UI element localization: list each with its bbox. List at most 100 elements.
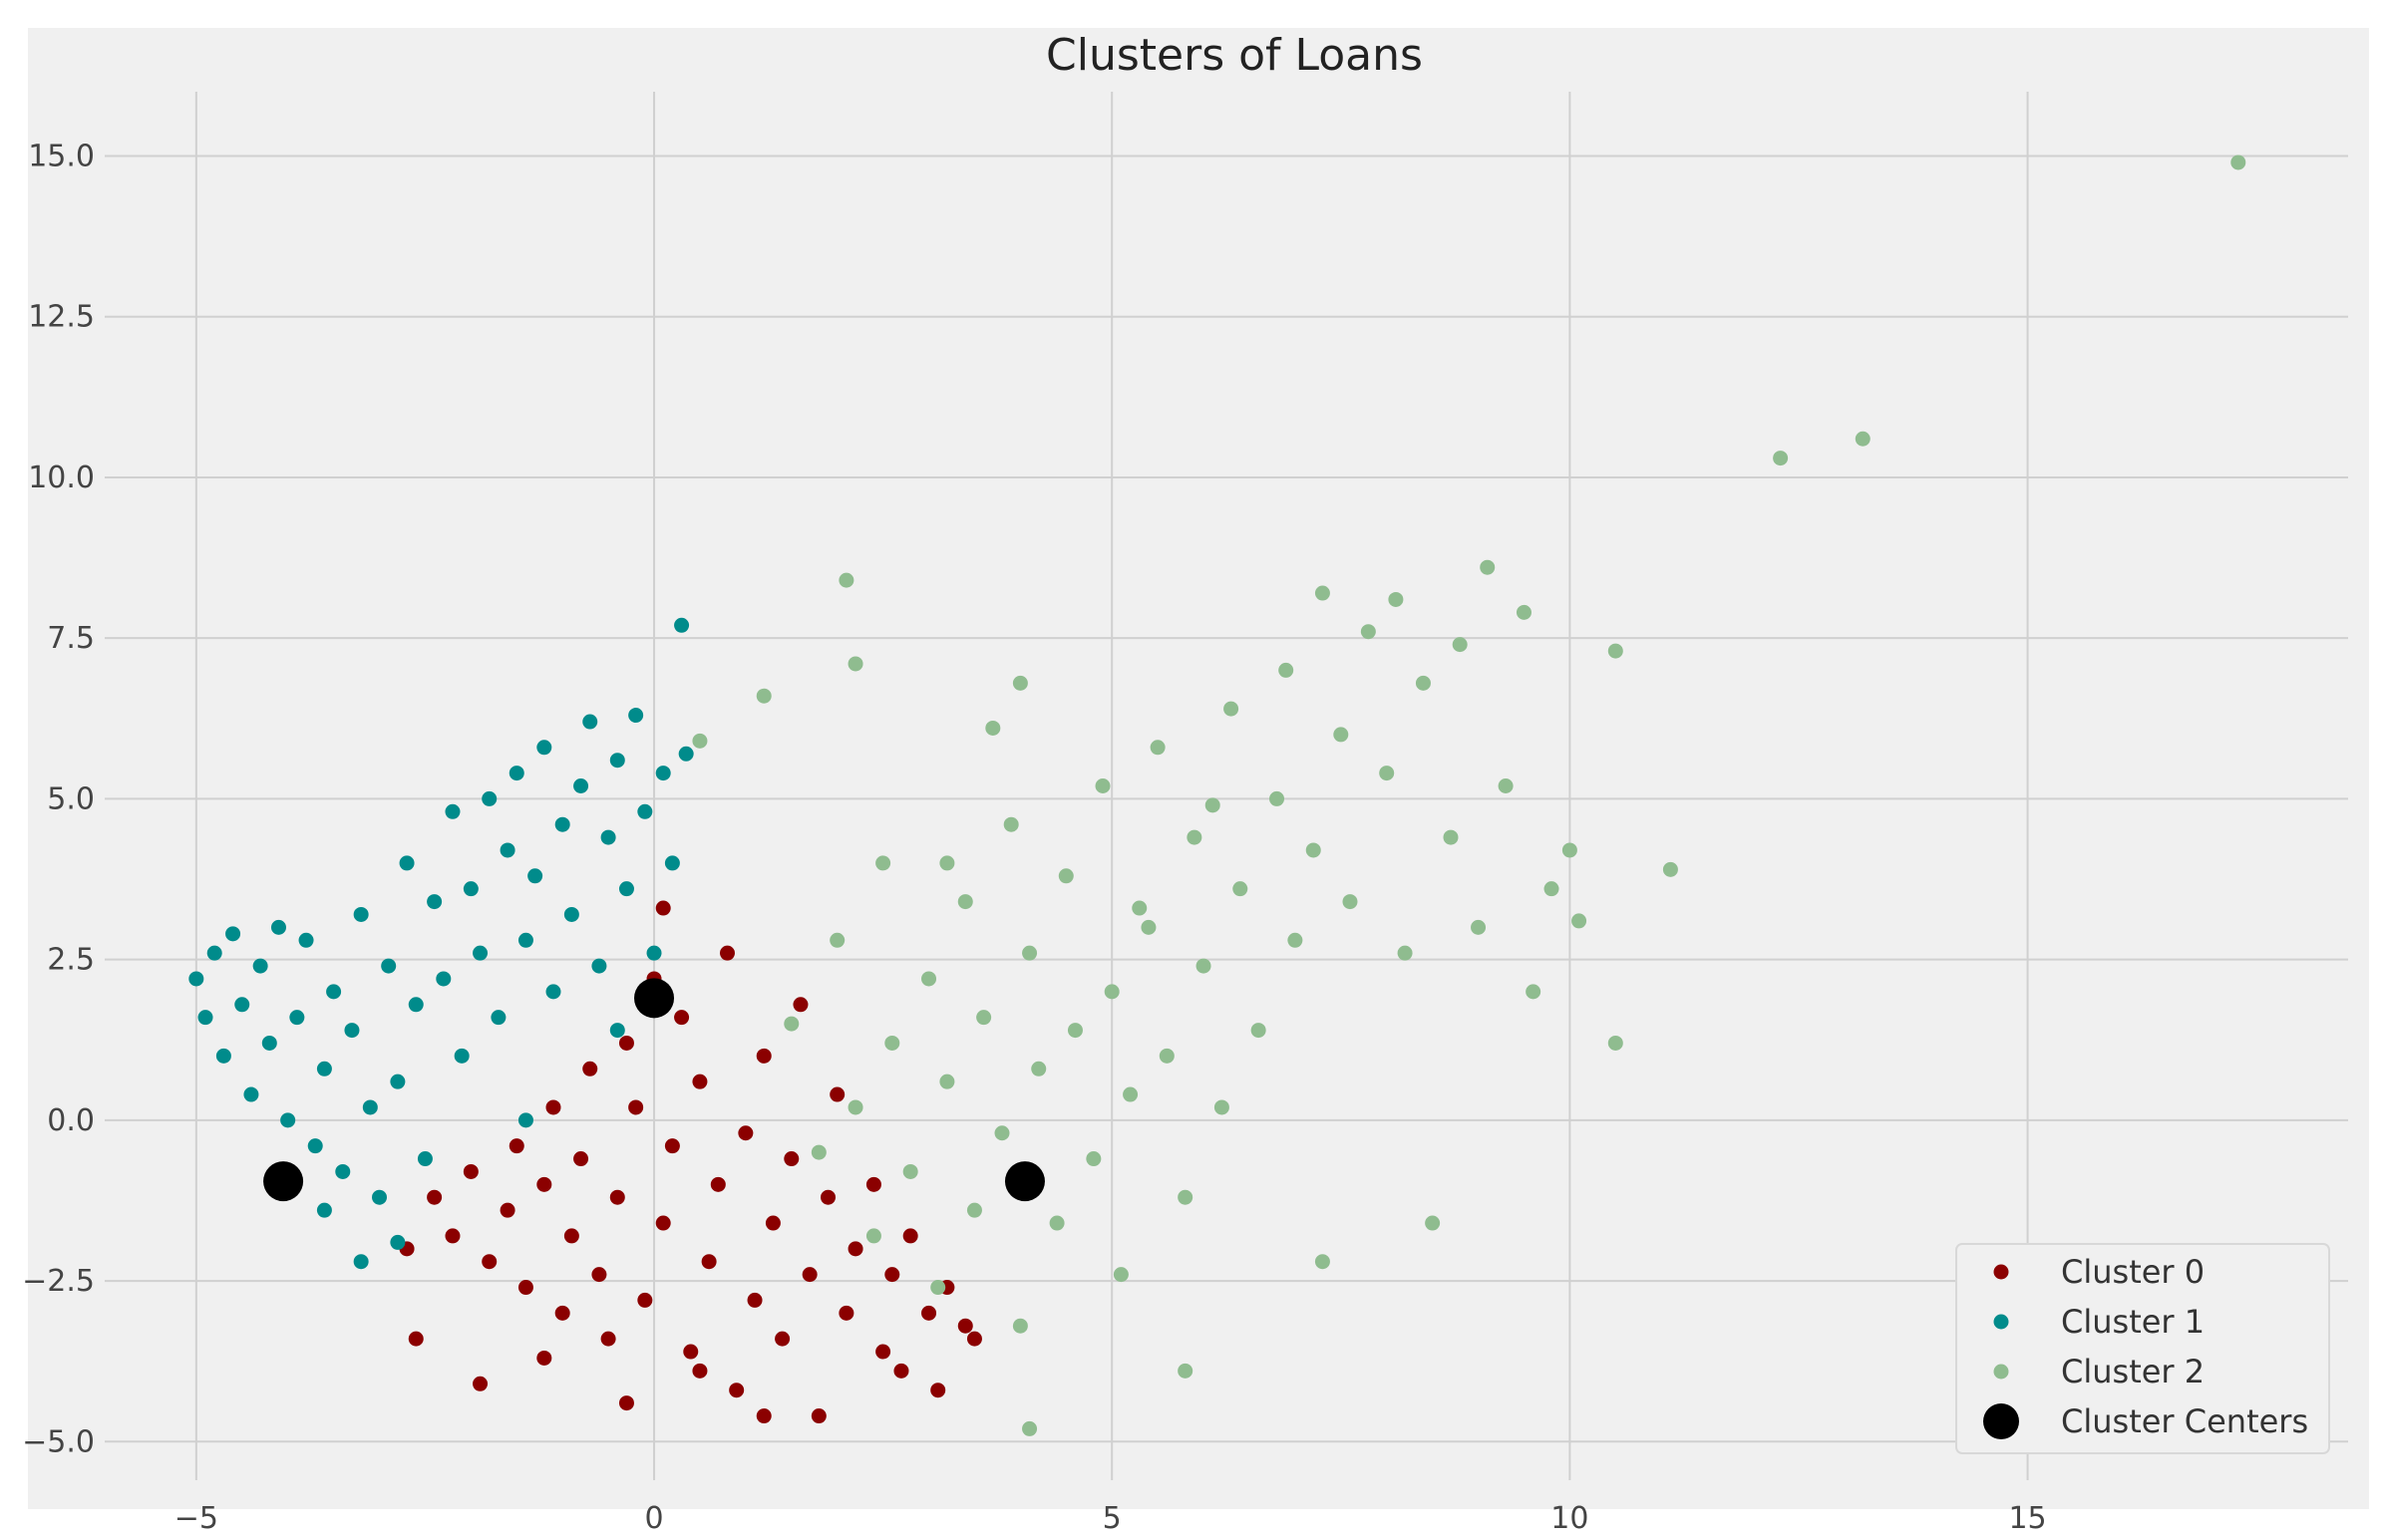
cluster-2-point [1305, 842, 1321, 858]
y-tick-label: −5.0 [22, 1424, 95, 1459]
cluster-2-point [1012, 1318, 1028, 1334]
chart-title: Clusters of Loans [1046, 30, 1423, 81]
cluster-0-point [921, 1305, 937, 1321]
cluster-2-point [966, 1202, 982, 1218]
cluster-2-point [957, 894, 973, 910]
cluster-1-point [215, 1048, 231, 1064]
cluster-2-point [1443, 829, 1459, 845]
cluster-1-point [517, 1112, 533, 1128]
cluster-0-point [482, 1254, 498, 1270]
cluster-0-point [784, 1151, 800, 1167]
cluster-0-point [765, 1215, 781, 1231]
cluster-center-marker [263, 1161, 304, 1202]
cluster-0-point [536, 1350, 552, 1366]
cluster-0-point [701, 1254, 717, 1270]
cluster-2-point [1213, 1099, 1229, 1115]
cluster-2-point [1480, 559, 1496, 575]
cluster-1-point [335, 1163, 351, 1179]
cluster-2-point [1022, 945, 1038, 961]
cluster-2-point [921, 971, 937, 987]
cluster-0-point [473, 1376, 489, 1391]
cluster-0-point [966, 1331, 982, 1347]
cluster-2-point [1187, 829, 1202, 845]
cluster-1-point [517, 932, 533, 948]
cluster-center-marker [1004, 1161, 1045, 1202]
y-tick-label: 7.5 [47, 621, 95, 656]
cluster-1-point [655, 766, 671, 781]
cluster-0-point [865, 1176, 881, 1192]
cluster-1-point [563, 906, 579, 922]
cluster-2-point [1195, 958, 1211, 974]
cluster-2-point [1223, 701, 1239, 717]
cluster-1-point [298, 932, 314, 948]
cluster-0-point [591, 1267, 607, 1283]
cluster-1-point [307, 1138, 323, 1154]
cluster-2-point [1607, 1035, 1623, 1051]
cluster-1-point [316, 1061, 332, 1077]
cluster-2-point [1773, 451, 1789, 466]
cluster-1-point [445, 803, 461, 819]
legend: Cluster 0 Cluster 1 Cluster 2 Cluster Cente… [1955, 1243, 2330, 1454]
cluster-0-point [930, 1383, 946, 1398]
cluster-0-point [902, 1228, 918, 1244]
cluster-0-point [848, 1241, 863, 1257]
cluster-2-point [1269, 790, 1285, 806]
cluster-0-point [756, 1408, 772, 1424]
cluster-2-point [1360, 624, 1376, 640]
cluster-2-point [1067, 1023, 1083, 1039]
y-tick-labels: −5.0 −2.5 0.0 2.5 5.0 7.5 10.0 12.5 15.0 [22, 139, 95, 1459]
cluster-2-point [1314, 585, 1330, 601]
cluster-2-point [939, 1074, 955, 1089]
cluster-0-point [517, 1280, 533, 1296]
cluster-1-point [573, 778, 589, 793]
cluster-1-point [509, 766, 524, 781]
legend-label: Cluster 1 [2061, 1303, 2205, 1341]
cluster-2-point [1516, 604, 1532, 620]
cluster-0-point [618, 1035, 634, 1051]
cluster-2-point [1452, 637, 1468, 653]
cluster-0-point [628, 1099, 644, 1115]
cluster-1-point [252, 958, 268, 974]
cluster-2-point [1204, 797, 1220, 813]
cluster-1-point [436, 971, 452, 987]
cluster-1-point [628, 708, 644, 724]
cluster-0-point [509, 1138, 524, 1154]
cluster-1-point [289, 1010, 305, 1026]
x-tick-label: 10 [1550, 1501, 1588, 1536]
cluster-0-point [802, 1267, 818, 1283]
cluster-2-point [1104, 984, 1120, 1000]
cluster-2-point [692, 733, 708, 749]
cluster-1-point [637, 803, 653, 819]
cluster-2-point [1561, 842, 1577, 858]
cluster-1-point [674, 617, 690, 633]
y-tick-label: 12.5 [28, 300, 95, 335]
cluster-0-point [563, 1228, 579, 1244]
cluster-1-point [372, 1189, 388, 1205]
cluster-1-point [280, 1112, 296, 1128]
legend-marker [1993, 1264, 2009, 1280]
cluster-2-point [1397, 945, 1413, 961]
cluster-0-point [683, 1344, 699, 1360]
cluster-2-point [1498, 778, 1514, 793]
cluster-2-point [985, 720, 1001, 736]
cluster-2-point [1086, 1151, 1102, 1167]
cluster-1-point [261, 1035, 277, 1051]
cluster-2-point [1031, 1061, 1047, 1077]
cluster-1-point [664, 855, 680, 871]
y-tick-label: −2.5 [22, 1264, 95, 1299]
cluster-2-point [930, 1280, 946, 1296]
cluster-1-point [234, 997, 250, 1013]
cluster-0-point [536, 1176, 552, 1192]
cluster-0-point [747, 1292, 763, 1308]
cluster-centers [263, 978, 1045, 1202]
legend-box [1955, 1243, 2330, 1454]
cluster-1-point [427, 894, 443, 910]
cluster-0-point [793, 997, 809, 1013]
cluster-0-point [582, 1061, 598, 1077]
cluster-1-point [188, 971, 204, 987]
cluster-2-point [1141, 919, 1157, 935]
cluster-0-point [545, 1099, 561, 1115]
x-tick-label: −5 [174, 1501, 218, 1536]
cluster-2-point [1159, 1048, 1175, 1064]
